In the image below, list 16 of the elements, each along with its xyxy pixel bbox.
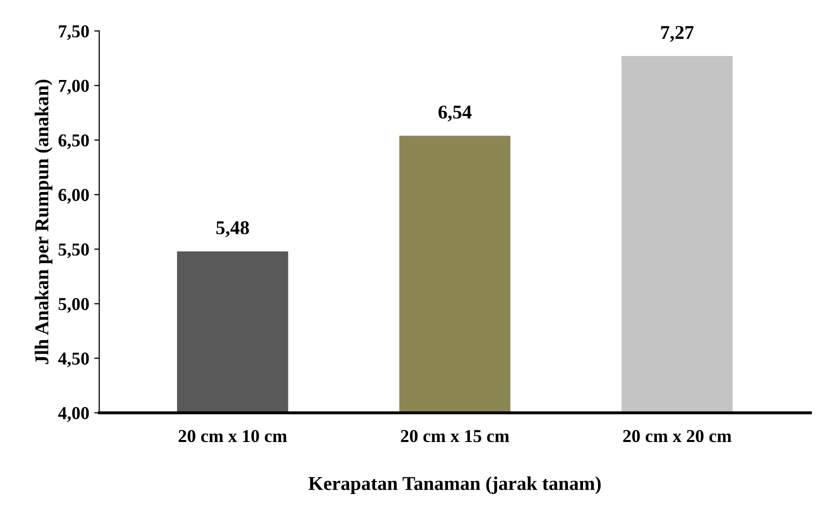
y-tick-label: 4,50 — [58, 352, 89, 368]
x-tick-label: 20 cm x 15 cm — [400, 430, 510, 442]
data-label: 5,48 — [216, 221, 249, 238]
y-axis-title: Jlh Anakan per Rumpun (anakan) — [34, 80, 52, 364]
x-axis-title: Kerapatan Tanaman (jarak tanam) — [308, 476, 601, 494]
y-tick-label: 6,50 — [58, 134, 89, 150]
y-tick-label: 5,50 — [58, 243, 89, 258]
y-tick-label: 7,00 — [58, 80, 89, 95]
x-tick-label: 20 cm x 20 cm — [623, 430, 732, 442]
y-tick-label: 6,00 — [58, 188, 89, 204]
y-tick-label: 5,00 — [58, 298, 89, 313]
data-label: 7,27 — [661, 26, 694, 42]
data-label: 6,54 — [438, 106, 472, 122]
y-tick-label: 4,00 — [58, 407, 89, 422]
y-tick-label: 7,50 — [58, 25, 89, 40]
x-tick-label: 20 cm x 10 cm — [178, 430, 287, 442]
